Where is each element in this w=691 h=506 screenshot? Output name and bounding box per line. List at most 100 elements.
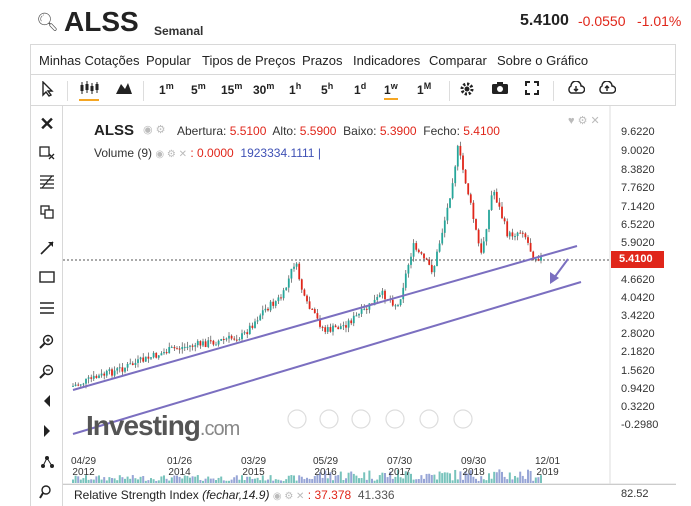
volume-bar bbox=[381, 472, 384, 483]
candle-body bbox=[329, 327, 332, 332]
interval-1w[interactable]: 1w bbox=[384, 81, 398, 100]
volume-bar bbox=[329, 472, 332, 483]
volume-bar bbox=[152, 479, 155, 483]
scroll-left-icon[interactable] bbox=[37, 394, 57, 414]
menu-minhas-cotacoes[interactable]: Minhas Cotações bbox=[39, 53, 140, 68]
trend-line-upper[interactable] bbox=[72, 245, 578, 391]
candle-body bbox=[293, 266, 295, 269]
candle-body bbox=[285, 287, 288, 291]
cloud-upload-icon[interactable] bbox=[598, 80, 617, 98]
eye-icon[interactable]: ◉ ⚙ bbox=[143, 124, 166, 136]
candle-body bbox=[181, 347, 184, 350]
search-icon[interactable]: 🔍︎ bbox=[36, 12, 59, 32]
interval-5h[interactable]: 5h bbox=[321, 81, 334, 97]
volume-bar bbox=[194, 476, 197, 483]
chart-panel-controls[interactable]: ♥ ⚙ ✕ bbox=[568, 115, 600, 127]
zoom-in-icon[interactable] bbox=[37, 334, 57, 354]
candle-body bbox=[472, 202, 475, 220]
volume-bar bbox=[501, 471, 503, 483]
candle-body bbox=[514, 236, 516, 238]
volume-bar bbox=[196, 475, 199, 483]
interval-1m[interactable]: 1m bbox=[159, 81, 174, 97]
drawing-tools: ✕ bbox=[30, 106, 63, 506]
cloud-download-icon[interactable] bbox=[567, 80, 586, 98]
menu-prazos[interactable]: Prazos bbox=[302, 53, 343, 68]
candle-body bbox=[529, 242, 532, 252]
layers-icon[interactable] bbox=[37, 204, 57, 224]
candle-body bbox=[376, 297, 379, 300]
candle-body bbox=[425, 258, 428, 260]
area-chart-icon[interactable] bbox=[116, 81, 132, 98]
menu-comparar[interactable]: Comparar bbox=[429, 53, 487, 68]
candlestick-icon[interactable] bbox=[79, 81, 99, 101]
y-tick-8: 4.0420 bbox=[621, 292, 655, 304]
fibonacci-icon[interactable] bbox=[37, 174, 57, 194]
candle-body bbox=[280, 297, 282, 299]
horizontal-lines-icon[interactable] bbox=[37, 300, 57, 320]
chart-canvas[interactable] bbox=[63, 106, 676, 506]
candle-body bbox=[264, 308, 267, 311]
close-icon[interactable]: ✕ bbox=[39, 114, 55, 134]
scroll-right-icon[interactable] bbox=[37, 424, 57, 444]
candle-body bbox=[178, 348, 181, 350]
volume-bar bbox=[228, 480, 230, 483]
volume-bar bbox=[163, 475, 165, 483]
candle-body bbox=[165, 352, 168, 354]
volume-bar bbox=[324, 470, 327, 483]
volume-bar bbox=[82, 478, 85, 483]
menu-indicadores[interactable]: Indicadores bbox=[353, 53, 421, 68]
menu-popular[interactable]: Popular bbox=[146, 53, 191, 68]
trend-line-lower[interactable] bbox=[72, 281, 582, 435]
candle-body bbox=[311, 308, 314, 310]
zoom-out-icon[interactable] bbox=[37, 364, 57, 384]
volume-bar bbox=[495, 472, 498, 483]
volume-bar bbox=[105, 480, 108, 483]
interval-1h[interactable]: 1h bbox=[289, 81, 302, 97]
menu-sobre-o-grafico[interactable]: Sobre o Gráfico bbox=[497, 53, 589, 68]
cursor-icon[interactable] bbox=[41, 80, 55, 100]
interval-15m[interactable]: 15m bbox=[221, 81, 243, 97]
candle-body bbox=[350, 320, 353, 324]
crosshair-delete-icon[interactable] bbox=[37, 144, 57, 164]
candle-body bbox=[511, 232, 514, 237]
volume-bar bbox=[334, 475, 337, 483]
volume-bar bbox=[87, 479, 90, 483]
interval-30m[interactable]: 30m bbox=[253, 81, 275, 97]
candle-body bbox=[202, 341, 204, 346]
volume-bar bbox=[316, 474, 319, 483]
node-add-icon[interactable] bbox=[37, 454, 57, 474]
menu-tipos-de-precos[interactable]: Tipos de Preços bbox=[202, 53, 296, 68]
volume-bar bbox=[404, 471, 407, 483]
rectangle-icon[interactable] bbox=[37, 270, 57, 290]
candle-body bbox=[209, 340, 212, 342]
candle-body bbox=[399, 299, 402, 306]
quote-header: 🔍︎ ALSS Semanal 5.4100 -0.0550 -1.01% bbox=[0, 0, 691, 44]
candle-body bbox=[183, 346, 186, 348]
volume-bar bbox=[417, 479, 420, 483]
volume-bar bbox=[391, 478, 394, 483]
price-chart[interactable]: ALSS ◉ ⚙ Abertura: 5.5100 Alto: 5.5900 B… bbox=[63, 106, 676, 506]
trend-line-icon[interactable] bbox=[37, 240, 57, 260]
x-tick-1: 01/26 2014 bbox=[167, 456, 193, 478]
volume-bar bbox=[498, 469, 501, 483]
candle-body bbox=[222, 339, 225, 341]
candle-body bbox=[131, 363, 134, 365]
candle-body bbox=[116, 368, 119, 371]
fullscreen-icon[interactable] bbox=[525, 81, 539, 98]
candle-body bbox=[475, 219, 477, 230]
candle-body bbox=[540, 255, 542, 261]
camera-icon[interactable] bbox=[491, 81, 509, 98]
interval-1M[interactable]: 1M bbox=[417, 81, 432, 97]
arrow-annotation[interactable] bbox=[553, 258, 569, 279]
volume-bar bbox=[181, 478, 184, 483]
candle-body bbox=[384, 290, 386, 300]
volume-bar bbox=[352, 473, 355, 483]
interval-5m[interactable]: 5m bbox=[191, 81, 206, 97]
volume-bar bbox=[521, 475, 524, 483]
candle-body bbox=[251, 325, 254, 328]
magnet-icon[interactable] bbox=[37, 484, 57, 504]
interval-1d[interactable]: 1d bbox=[354, 81, 367, 97]
rsi-legend: Relative Strength Index (fechar,14.9) ◉ … bbox=[74, 488, 395, 502]
gear-icon[interactable] bbox=[459, 81, 475, 100]
volume-bar bbox=[248, 476, 251, 483]
